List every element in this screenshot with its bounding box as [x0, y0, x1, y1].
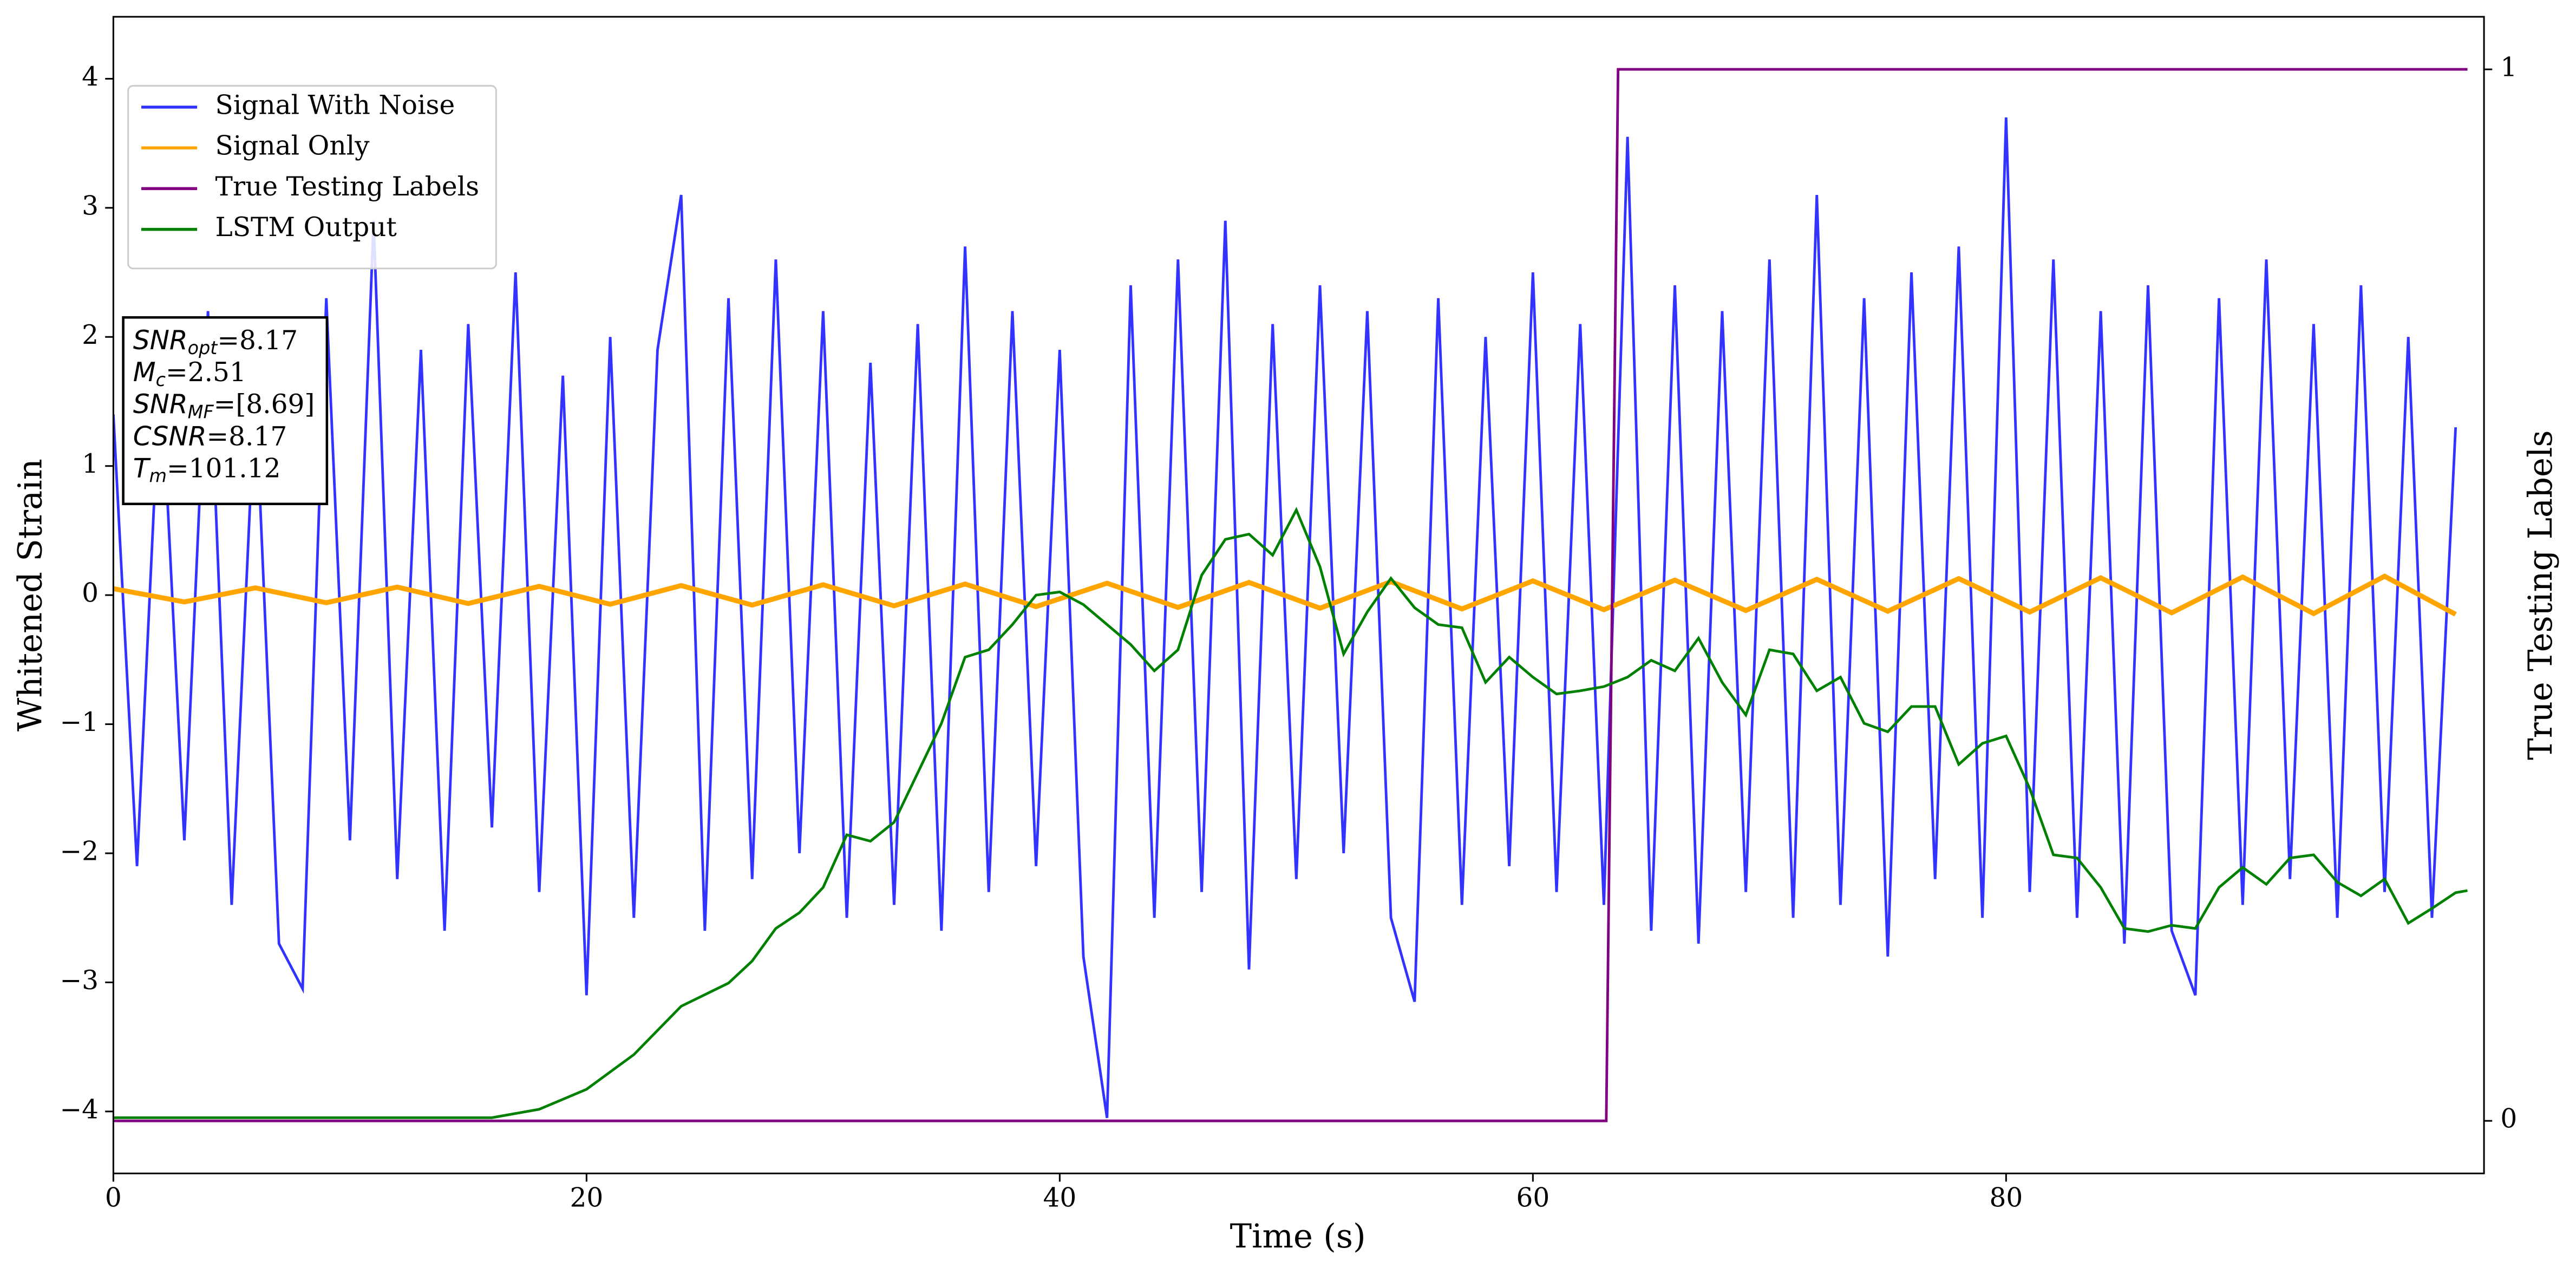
annotation-part: =101.12 — [167, 453, 281, 484]
annotation-part: CSNR — [133, 421, 207, 452]
y-axis-label: Whitened Strain — [11, 459, 49, 731]
y-tick-label: −3 — [60, 965, 99, 996]
annotation-part: c — [156, 369, 166, 390]
y-tick-label: −2 — [60, 836, 99, 866]
x-tick-label: 20 — [570, 1182, 603, 1213]
annotation-part: =8.17 — [206, 421, 287, 452]
annotation-part: MF — [188, 401, 214, 422]
annotation-part: SNR — [133, 325, 188, 356]
series-line — [113, 68, 2468, 1122]
y2-tick-label: 0 — [2500, 1104, 2517, 1134]
legend-label: Signal Only — [215, 131, 370, 161]
x-tick-label: 60 — [1516, 1182, 1549, 1213]
annotation-line: Tm=101.12 — [133, 453, 281, 486]
y2-tick-label: 1 — [2500, 53, 2517, 83]
y-tick-label: 3 — [82, 191, 99, 221]
annotation-line: SNRMF=[8.69] — [133, 389, 315, 422]
x-tick-label: 0 — [105, 1182, 122, 1213]
series-line — [113, 573, 2457, 617]
annotation: SNRopt=8.17Mc=2.51SNRMF=[8.69]CSNR=8.17T… — [122, 316, 329, 505]
series-line — [113, 117, 2457, 1119]
y-tick-label: 1 — [82, 449, 99, 479]
annotation-part: m — [149, 465, 167, 486]
y-tick-label: 2 — [82, 320, 99, 350]
annotation-line: Mc=2.51 — [133, 357, 246, 390]
y2-axis-label: True Testing Labels — [2522, 430, 2560, 760]
y-tick-label: −1 — [60, 707, 99, 737]
annotation-part: =8.17 — [217, 325, 298, 355]
annotation-line: CSNR=8.17 — [133, 421, 287, 452]
annotation-box — [122, 316, 329, 505]
annotation-part: =[8.69] — [214, 389, 315, 420]
annotation-part: T — [133, 454, 151, 484]
annotation-part: SNR — [133, 389, 188, 420]
series-line — [113, 507, 2468, 1119]
y-tick-label: 0 — [82, 578, 99, 609]
annotation-part: M — [133, 357, 156, 388]
x-tick-label: 40 — [1043, 1182, 1076, 1213]
legend-label: True Testing Labels — [215, 172, 480, 202]
legend-label: LSTM Output — [215, 212, 397, 243]
legend: Signal With Noise Signal Only True Testing… — [127, 84, 497, 270]
annotation-part: =2.51 — [166, 357, 246, 387]
y-tick-label: −4 — [60, 1094, 99, 1125]
legend-box — [127, 84, 497, 270]
annotation-part: opt — [188, 337, 219, 358]
annotation-line: SNRopt=8.17 — [133, 325, 298, 358]
x-axis-label: Time (s) — [1230, 1218, 1366, 1256]
x-tick-label: 80 — [1989, 1182, 2023, 1213]
legend-label: Signal With Noise — [215, 90, 455, 120]
y-tick-label: 4 — [82, 62, 99, 92]
